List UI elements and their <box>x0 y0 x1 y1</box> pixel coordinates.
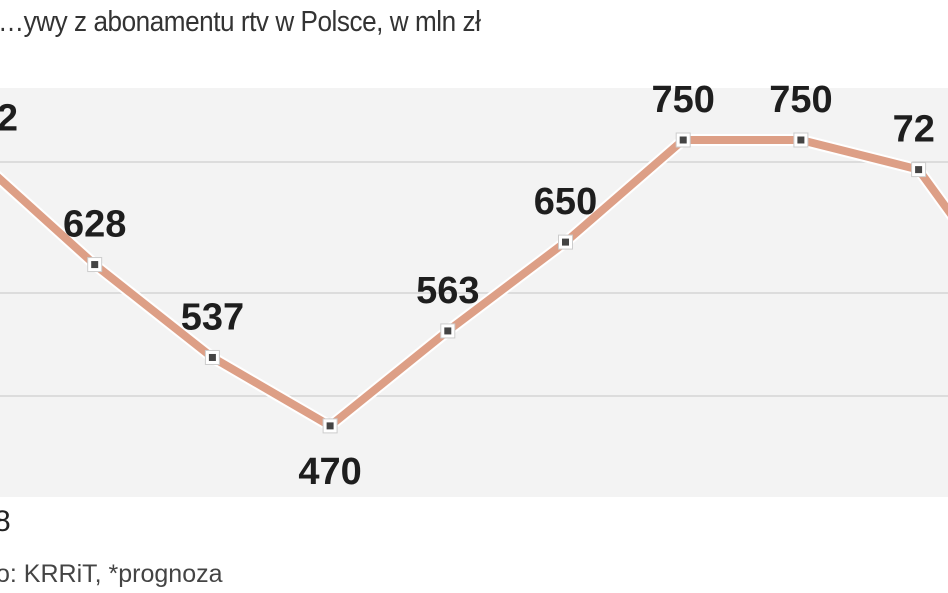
series-line <box>0 136 948 430</box>
data-label: 72 <box>893 109 935 151</box>
data-point <box>204 349 220 365</box>
data-point <box>440 323 456 339</box>
x-tick-label: 8 <box>0 505 11 538</box>
data-point <box>87 257 103 273</box>
data-label: 537 <box>181 296 244 338</box>
chart-title: …ywy z abonamentu rtv w Polsce, w mln zł <box>0 6 481 38</box>
source-note: o: KRRiT, *prognoza <box>0 560 223 588</box>
data-label: 750 <box>651 79 714 121</box>
data-point <box>322 418 338 434</box>
data-label: 563 <box>416 270 479 312</box>
data-label: 628 <box>63 204 126 246</box>
data-label: 2 <box>0 97 18 139</box>
data-point <box>675 132 691 148</box>
data-point <box>793 132 809 148</box>
data-point <box>911 162 927 178</box>
data-label: 470 <box>298 451 361 493</box>
data-point <box>558 234 573 250</box>
data-label: 750 <box>769 79 832 121</box>
data-label: 650 <box>534 181 597 223</box>
